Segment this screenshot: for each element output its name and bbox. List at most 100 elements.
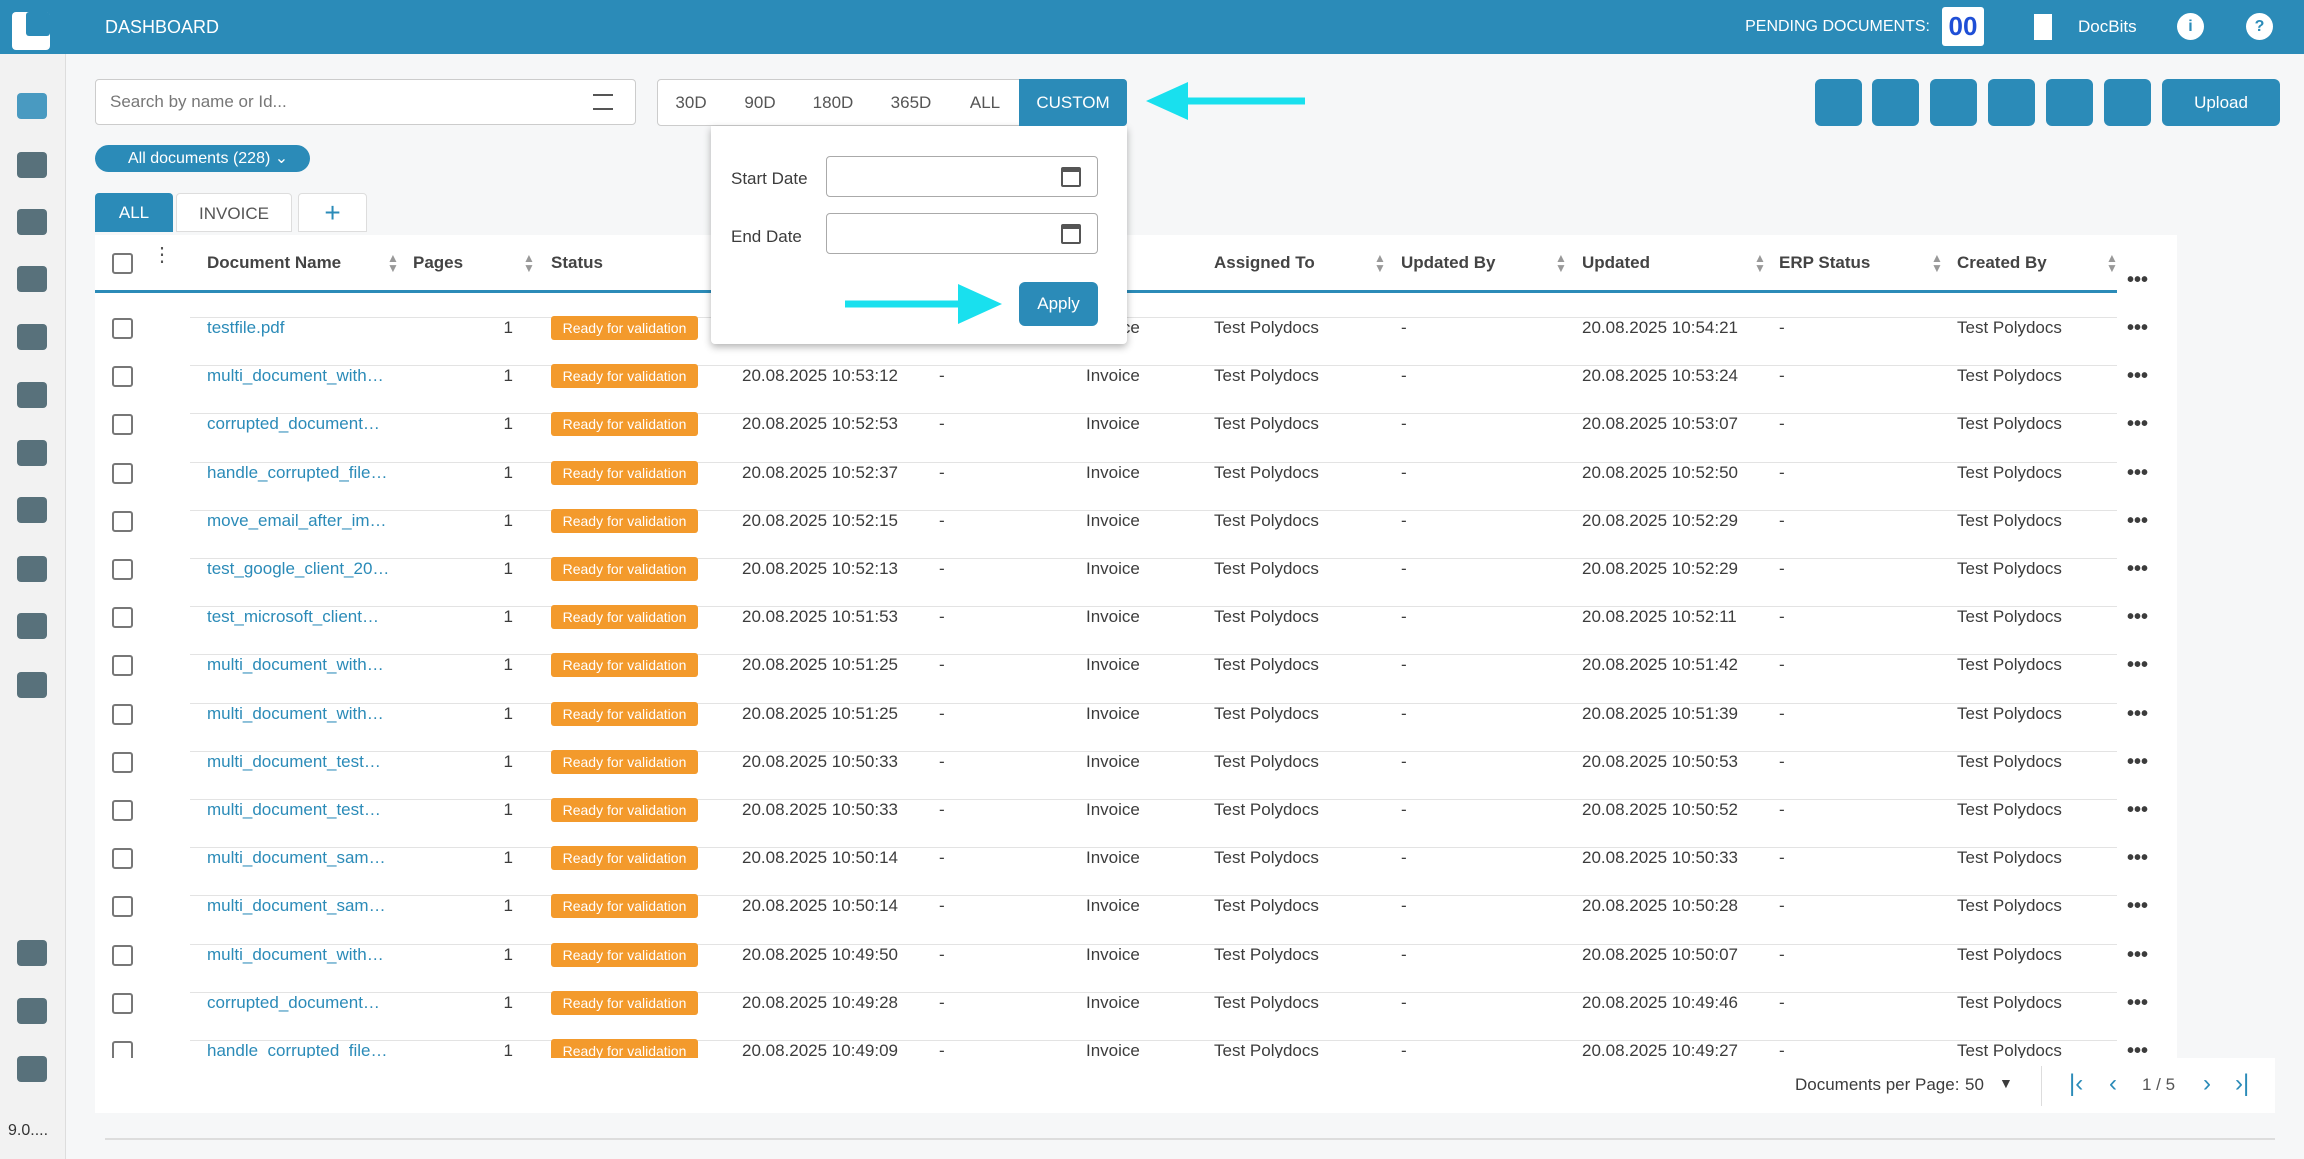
row-checkbox[interactable]	[112, 318, 133, 339]
document-link[interactable]: corrupted_document…	[207, 992, 380, 1012]
sort-icon[interactable]: ▲▼	[1555, 251, 1567, 275]
row-checkbox[interactable]	[112, 559, 133, 580]
document-link[interactable]: multi_document_with…	[207, 703, 384, 723]
sidebar-icon[interactable]	[17, 93, 47, 119]
row-menu[interactable]: •••	[2127, 991, 2149, 1014]
sort-icon[interactable]: ▲▼	[2106, 251, 2117, 275]
range-button[interactable]: 30D	[675, 93, 707, 112]
document-link[interactable]: move_email_after_im…	[207, 510, 387, 530]
row-menu[interactable]: •••	[2127, 1040, 2149, 1058]
tool-button[interactable]	[1930, 79, 1977, 126]
document-link[interactable]: handle_corrupted_file…	[207, 462, 388, 482]
row-checkbox[interactable]	[112, 366, 133, 388]
row-checkbox[interactable]	[112, 800, 133, 821]
row-menu[interactable]: •••	[2127, 269, 2149, 291]
row-checkbox[interactable]	[112, 655, 133, 677]
document-link[interactable]: testfile.pdf	[207, 318, 285, 337]
row-menu[interactable]: •••	[2127, 847, 2149, 870]
row-checkbox[interactable]	[112, 751, 133, 773]
logo[interactable]	[12, 12, 50, 50]
document-link[interactable]: multi_document_test…	[207, 800, 381, 819]
upload-button[interactable]: Upload	[2162, 79, 2280, 126]
sidebar-icon[interactable]	[17, 613, 47, 639]
add-tab[interactable]: +	[298, 193, 367, 232]
row-menu[interactable]: •••	[2127, 750, 2149, 773]
row-checkbox[interactable]	[112, 414, 133, 436]
next-page[interactable]: ›	[2203, 1070, 2211, 1097]
tab[interactable]: ALL	[95, 193, 173, 232]
tool-button[interactable]	[1988, 79, 2035, 126]
row-checkbox[interactable]	[112, 510, 133, 532]
row-checkbox[interactable]	[112, 607, 133, 629]
row-menu[interactable]: •••	[2127, 558, 2149, 580]
row-menu[interactable]: •••	[2127, 702, 2149, 725]
tool-button[interactable]	[1872, 79, 1919, 126]
apply-button[interactable]: Apply	[1019, 282, 1098, 326]
row-menu[interactable]: •••	[2127, 365, 2149, 388]
row-menu[interactable]: •••	[2127, 509, 2149, 532]
document-link[interactable]: multi_document_test…	[207, 751, 381, 771]
row-checkbox[interactable]	[112, 992, 133, 1014]
row-menu[interactable]: •••	[2127, 943, 2149, 966]
filter-icon[interactable]	[593, 94, 613, 110]
user-name[interactable]: DocBits	[2078, 17, 2137, 36]
filter-chip[interactable]: All documents (228) ⌄	[95, 145, 310, 172]
first-page[interactable]: |‹	[2069, 1070, 2084, 1097]
tool-button[interactable]	[2046, 79, 2093, 126]
info-icon[interactable]: i	[2177, 13, 2204, 40]
sidebar-icon[interactable]	[17, 940, 47, 966]
sidebar-icon[interactable]	[17, 382, 47, 408]
sidebar-icon[interactable]	[17, 209, 47, 235]
document-link[interactable]: multi_document_sam…	[207, 848, 386, 868]
tool-button[interactable]	[1815, 79, 1862, 126]
row-checkbox[interactable]	[112, 1041, 133, 1058]
help-icon[interactable]: ?	[2246, 13, 2273, 40]
range-button[interactable]: ALL	[969, 93, 1001, 112]
row-checkbox[interactable]	[112, 848, 133, 870]
row-checkbox[interactable]	[112, 703, 133, 725]
document-link[interactable]: test_google_client_20…	[207, 559, 390, 578]
row-menu[interactable]: •••	[2127, 317, 2149, 339]
search-box[interactable]: Search by name or Id...	[95, 79, 636, 125]
sidebar-icon[interactable]	[17, 440, 47, 466]
sort-icon[interactable]: ▲▼	[523, 251, 535, 275]
sidebar-icon[interactable]	[17, 497, 47, 523]
sidebar-icon[interactable]	[17, 1056, 47, 1082]
row-checkbox[interactable]	[112, 896, 133, 918]
start-date-input[interactable]	[826, 156, 1098, 197]
sidebar-icon[interactable]	[17, 266, 47, 292]
sort-icon[interactable]: ▲▼	[1374, 251, 1386, 275]
sidebar-icon[interactable]	[17, 998, 47, 1024]
column-menu[interactable]: ⋮	[152, 244, 172, 266]
sort-icon[interactable]: ▲▼	[1754, 251, 1766, 275]
per-page-value[interactable]: 50	[1965, 1075, 1984, 1094]
document-link[interactable]: multi_document_with…	[207, 655, 384, 675]
row-menu[interactable]: •••	[2127, 654, 2149, 677]
document-link[interactable]: multi_document_with…	[207, 366, 384, 386]
document-link[interactable]: test_microsoft_client…	[207, 607, 379, 627]
range-button[interactable]: 180D	[812, 93, 854, 112]
row-menu[interactable]: •••	[2127, 606, 2149, 629]
tab[interactable]: INVOICE	[176, 193, 292, 232]
sort-icon[interactable]: ▲▼	[1931, 251, 1943, 275]
row-checkbox[interactable]	[112, 944, 133, 966]
row-menu[interactable]: •••	[2127, 413, 2149, 436]
sidebar-icon[interactable]	[17, 672, 47, 698]
sidebar-icon[interactable]	[17, 556, 47, 582]
row-menu[interactable]: •••	[2127, 895, 2149, 918]
sidebar-icon[interactable]	[17, 324, 47, 350]
range-button[interactable]: CUSTOM	[1019, 79, 1127, 126]
prev-page[interactable]: ‹	[2109, 1070, 2117, 1097]
row-menu[interactable]: •••	[2127, 799, 2149, 821]
tool-button[interactable]	[2104, 79, 2151, 126]
document-link[interactable]: corrupted_document…	[207, 414, 380, 434]
end-date-input[interactable]	[826, 213, 1098, 254]
document-link[interactable]: multi_document_with…	[207, 944, 384, 964]
per-page-arrow[interactable]: ▼	[1999, 1075, 2013, 1091]
range-button[interactable]: 365D	[890, 93, 932, 112]
last-page[interactable]: ›|	[2235, 1070, 2250, 1097]
sidebar-icon[interactable]	[17, 152, 47, 178]
document-link[interactable]: handle_corrupted_file…	[207, 1041, 388, 1058]
row-checkbox[interactable]	[112, 462, 133, 484]
row-menu[interactable]: •••	[2127, 461, 2149, 484]
